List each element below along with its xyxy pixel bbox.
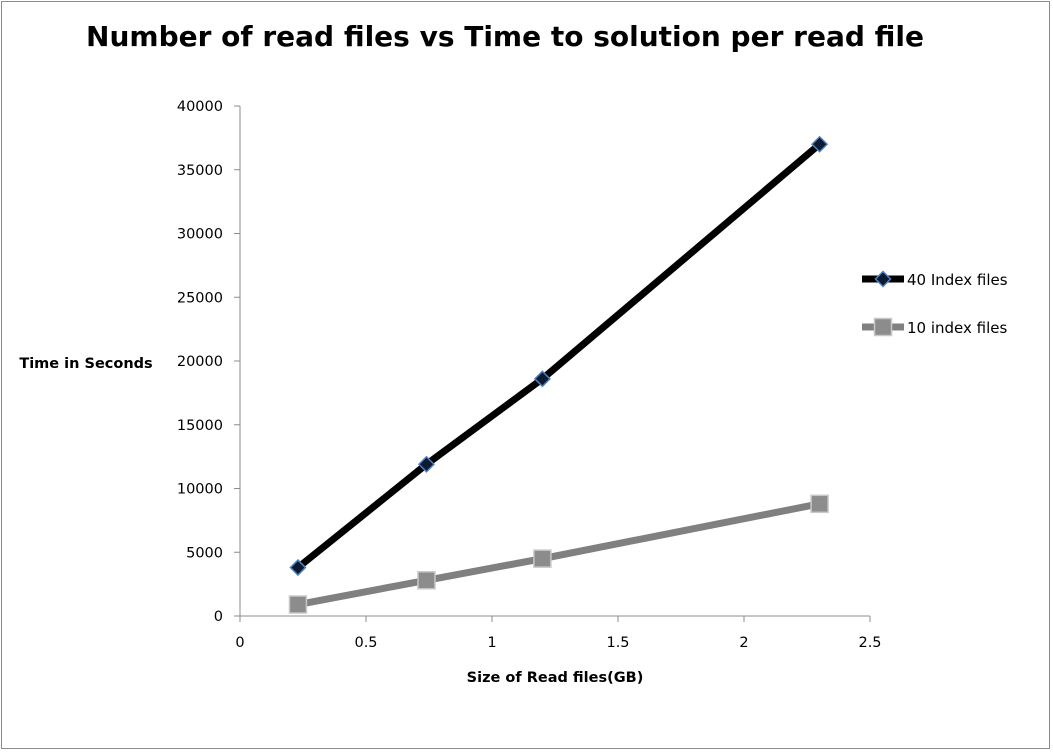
- legend: 40 Index files 10 index files: [862, 270, 1008, 337]
- x-tick-label: 0.5: [354, 635, 377, 651]
- legend-label: 10 index files: [907, 319, 1008, 337]
- x-tick-label: 0: [235, 635, 244, 651]
- data-point: [289, 558, 307, 577]
- x-axis-label: Size of Read files(GB): [467, 670, 644, 686]
- legend-swatch-marker: [874, 270, 892, 288]
- data-point: [811, 135, 829, 153]
- axes: 0 5000 10000 15000 20000 25000 30000 35000 40000…: [177, 99, 882, 651]
- y-tick-label: 5000: [186, 545, 223, 561]
- data-point: [533, 549, 552, 568]
- y-tick-label: 30000: [177, 227, 223, 243]
- y-tick-label: 40000: [177, 99, 223, 115]
- data-point: [288, 595, 308, 614]
- y-tick-label: 25000: [177, 290, 223, 306]
- x-tick-label: 2: [739, 635, 748, 651]
- series-2: [288, 494, 829, 614]
- data-point: [417, 571, 436, 590]
- chart-title: Number of read files vs Time to solution…: [86, 20, 924, 53]
- x-tick-label: 2.5: [858, 635, 881, 651]
- y-tick-label: 15000: [177, 418, 223, 434]
- series-layer: [288, 135, 829, 614]
- y-tick-label: 35000: [177, 163, 223, 179]
- x-tick-label: 1.5: [606, 635, 629, 651]
- series-line: [294, 500, 824, 609]
- legend-item: 10 index files: [862, 317, 1008, 337]
- data-point: [533, 370, 551, 388]
- y-axis-label: Time in Seconds: [19, 356, 152, 372]
- x-tick-label: 1: [487, 635, 496, 651]
- x-ticks: 0 0.5 1 1.5 2 2.5: [235, 616, 882, 651]
- y-tick-label: 20000: [177, 354, 223, 370]
- y-ticks: 0 5000 10000 15000 20000 25000 30000 35000 40000: [177, 99, 240, 625]
- legend-swatch-marker: [873, 317, 893, 337]
- y-tick-label: 10000: [177, 482, 223, 498]
- data-point: [810, 494, 829, 514]
- legend-label: 40 Index files: [907, 271, 1008, 289]
- legend-item: 40 Index files: [862, 270, 1008, 289]
- data-point: [417, 455, 436, 473]
- series-line: [294, 140, 824, 572]
- y-tick-label: 0: [214, 609, 223, 625]
- series-1: [289, 135, 829, 577]
